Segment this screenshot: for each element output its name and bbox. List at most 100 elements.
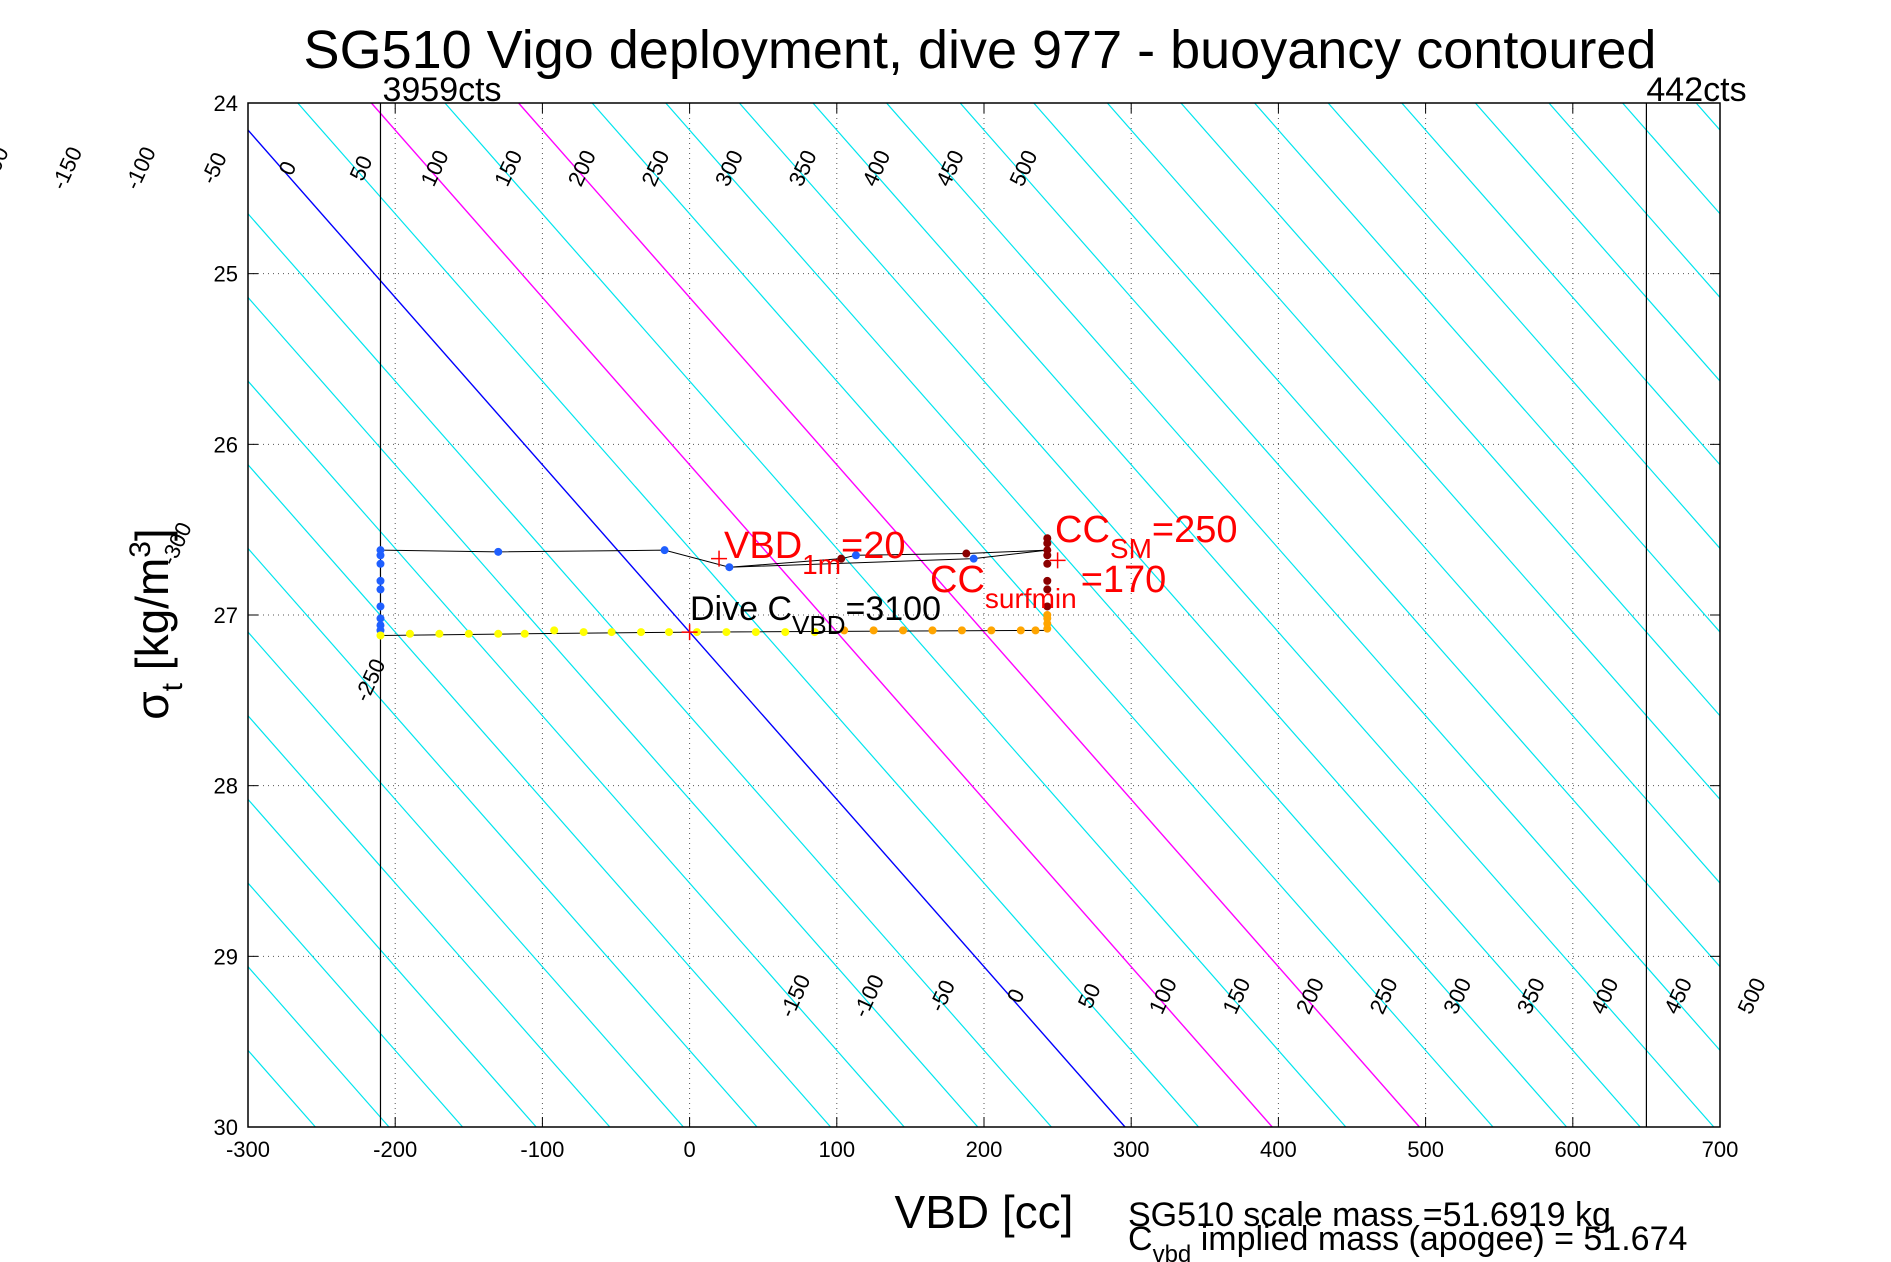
contour-label: 300 — [710, 146, 748, 190]
data-point — [810, 628, 819, 637]
contour-label: -250 — [349, 655, 390, 705]
data-point — [579, 628, 588, 637]
data-point — [660, 546, 669, 555]
data-point — [376, 631, 385, 640]
data-point — [550, 626, 559, 635]
x-tick-label: 0 — [683, 1137, 695, 1162]
footer-scale-mass: SG510 scale mass =51.6919 kg — [1128, 1196, 1611, 1234]
annotation-vbd-1m: VBD1m=20 — [724, 525, 906, 580]
y-tick-label: 27 — [214, 603, 238, 628]
contour-line — [248, 380, 905, 1127]
x-tick-label: 300 — [1113, 1137, 1150, 1162]
contour-label: 150 — [489, 146, 527, 190]
contour-label: 0 — [273, 157, 301, 179]
contour-line — [248, 798, 537, 1127]
data-point — [1031, 626, 1040, 635]
data-point — [376, 551, 385, 560]
y-axis-label: σt [kg/m3] — [124, 528, 189, 719]
contour-label: -50 — [196, 148, 232, 187]
data-point — [1016, 626, 1025, 635]
contour-line — [0, 103, 95, 1127]
contour-line — [248, 129, 1126, 1127]
contour-line — [248, 296, 979, 1127]
x-tick-label: 500 — [1407, 1137, 1444, 1162]
plus-marker — [681, 624, 698, 641]
contour-label: 450 — [1659, 974, 1697, 1018]
data-point — [1043, 559, 1052, 568]
contour-label: -100 — [848, 971, 889, 1021]
grid — [248, 103, 1720, 1127]
data-point — [781, 628, 790, 637]
contour-line — [1474, 103, 1720, 382]
contour-line — [248, 882, 464, 1127]
contour-line — [738, 103, 1641, 1127]
y-axis-label-unit: [kg/m — [126, 558, 178, 683]
data-point — [987, 626, 996, 635]
annotation-cc-sm: CCSM=250 — [1055, 509, 1237, 564]
y-axis-label-symbol: σ — [126, 691, 178, 719]
data-point — [1043, 576, 1052, 585]
contour-label: 350 — [1512, 974, 1550, 1018]
data-point — [435, 629, 444, 638]
data-point — [851, 551, 860, 560]
data-point — [928, 626, 937, 635]
contour-line — [248, 714, 611, 1127]
contour-label: 300 — [1438, 974, 1476, 1018]
contour-label: -100 — [120, 143, 161, 193]
contour-label: -350 — [0, 382, 3, 432]
data-point — [962, 549, 971, 558]
contour-line — [1770, 103, 1891, 1127]
data-point — [464, 629, 473, 638]
data-point — [1043, 602, 1052, 611]
x-tick-label: 100 — [818, 1137, 855, 1162]
contour-label: 450 — [931, 146, 969, 190]
data-point — [376, 602, 385, 611]
trace-line — [380, 549, 1048, 568]
data-point — [494, 547, 503, 556]
data-point — [494, 629, 503, 638]
contour-line — [1254, 103, 1720, 633]
data-point — [607, 628, 616, 637]
contour-line — [665, 103, 1568, 1127]
data-point — [725, 563, 734, 572]
contour-label: -200 — [0, 143, 14, 193]
contour-label: 50 — [345, 152, 378, 185]
contour-label: 150 — [1217, 974, 1255, 1018]
contour-label: 100 — [416, 146, 454, 190]
y-axis-label-superscript: 3 — [124, 541, 157, 558]
contour-line — [518, 103, 1420, 1127]
y-axis-ticks: 24 25 26 27 28 29 30 — [214, 91, 1720, 1140]
contour-line — [248, 965, 390, 1127]
data-point — [1043, 539, 1052, 548]
contour-line — [297, 103, 1200, 1127]
contour-line — [248, 631, 684, 1127]
y-tick-label: 30 — [214, 1115, 238, 1140]
data-point — [751, 628, 760, 637]
contour-line — [0, 103, 242, 1127]
contour-label: 50 — [1073, 979, 1106, 1012]
annotation-dive-cvbd: Dive CVBD=3100 — [690, 590, 941, 640]
contour-line — [886, 103, 1720, 1052]
contour-label: -50 — [924, 976, 960, 1015]
contour-line — [959, 103, 1720, 968]
contour-label: 200 — [1291, 974, 1329, 1018]
contour-line — [591, 103, 1494, 1127]
data-point — [722, 628, 731, 637]
contour-label: 100 — [1144, 974, 1182, 1018]
contour-line — [1695, 103, 1720, 132]
y-tick-label: 28 — [214, 774, 238, 799]
x-tick-label: -300 — [226, 1137, 270, 1162]
contour-line — [1548, 103, 1720, 299]
x-tick-label: 600 — [1554, 1137, 1591, 1162]
data-point — [376, 614, 385, 623]
contour-line — [812, 103, 1715, 1127]
data-point — [376, 585, 385, 594]
contour-line — [1033, 103, 1720, 884]
contour-label: 500 — [1004, 146, 1042, 190]
chart-title: SG510 Vigo deployment, dive 977 - buoyan… — [304, 20, 1657, 80]
contour-line — [1401, 103, 1720, 466]
data-point — [520, 629, 529, 638]
data-point — [376, 559, 385, 568]
dive-points — [376, 534, 1052, 640]
